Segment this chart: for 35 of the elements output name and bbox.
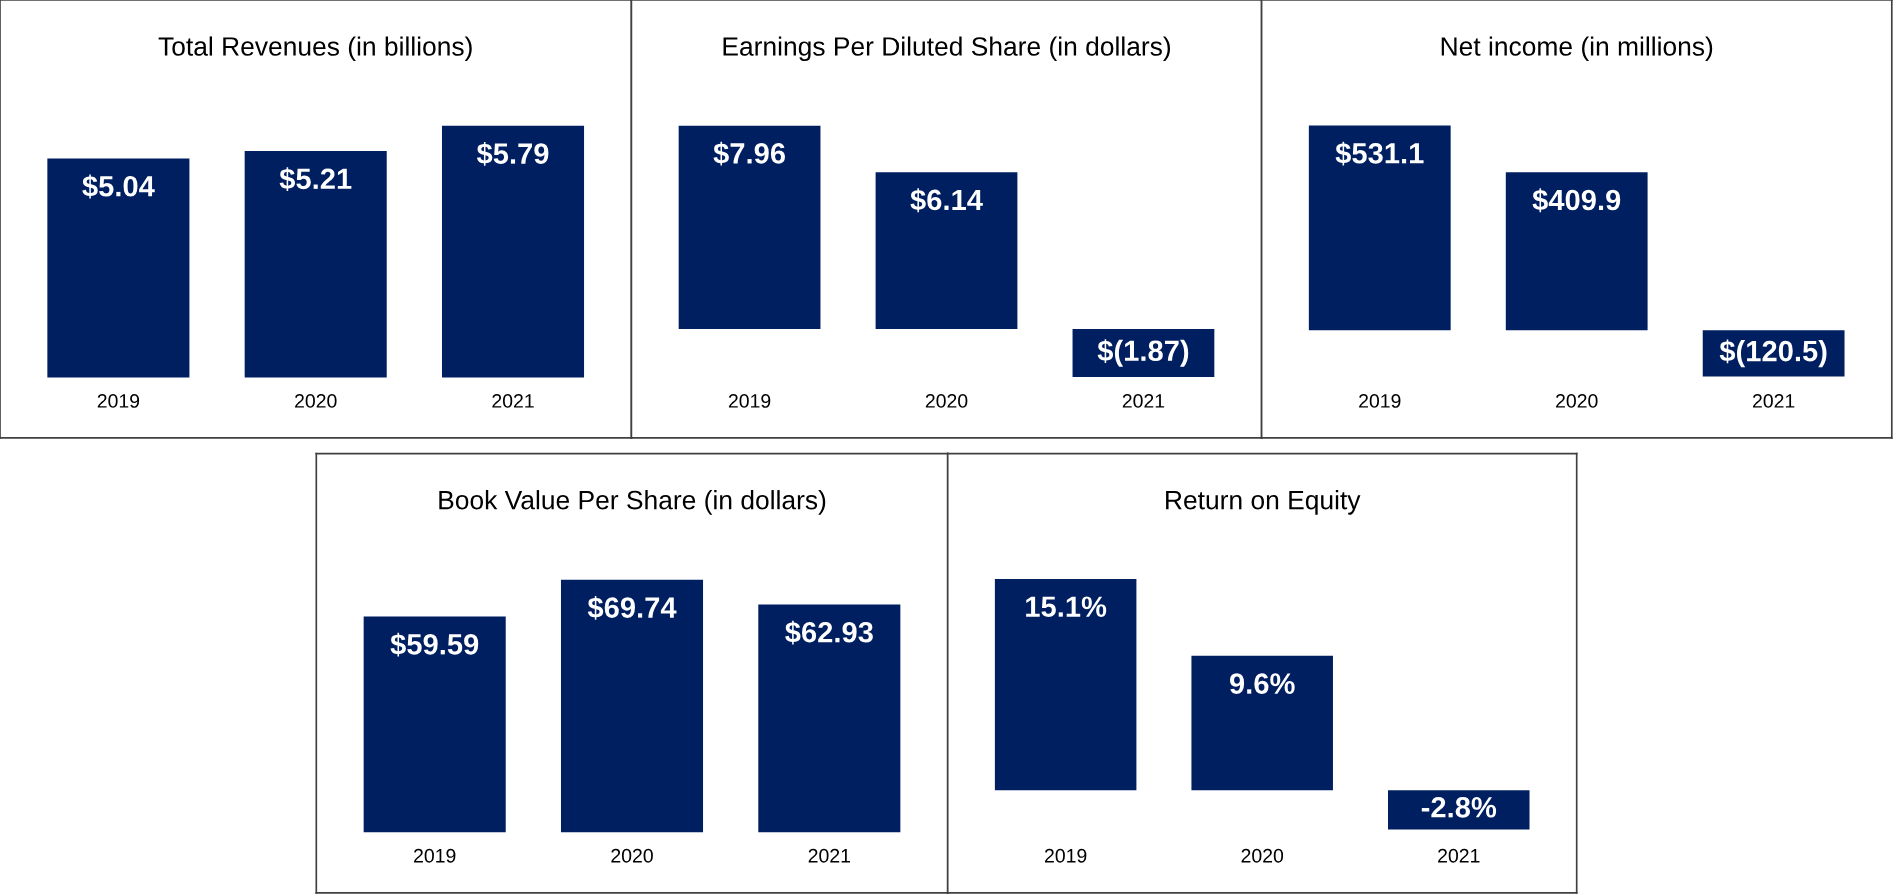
- x-tick-label: 2020: [611, 848, 653, 863]
- data-label: $(1.87): [1097, 339, 1189, 367]
- data-label: 15.1%: [1026, 596, 1107, 617]
- x-tick-label: 2019: [728, 394, 771, 408]
- data-label: $5.04: [82, 174, 155, 199]
- data-label: $69.74: [587, 595, 677, 620]
- chart-title: Book Value Per Share (in dollars): [439, 490, 826, 515]
- chart-title: Net income (in millions): [1441, 36, 1713, 62]
- x-tick-label: 2019: [97, 394, 140, 408]
- x-tick-label: 2020: [925, 394, 968, 408]
- x-tick-label: 2021: [1438, 848, 1480, 863]
- x-tick-label: 2019: [1359, 394, 1401, 408]
- x-tick-label: 2021: [808, 848, 850, 863]
- x-tick-label: 2021: [1752, 394, 1795, 408]
- x-tick-label: 2020: [295, 394, 337, 408]
- x-tick-label: 2021: [492, 394, 534, 408]
- x-tick-label: 2019: [1044, 848, 1087, 863]
- data-label: $5.79: [476, 142, 549, 166]
- data-label: $6.14: [910, 188, 983, 213]
- x-tick-label: 2021: [1122, 394, 1165, 408]
- x-tick-label: 2020: [1241, 848, 1284, 863]
- chart-title: Total Revenues (in billions): [158, 36, 472, 62]
- data-label: $59.59: [390, 632, 479, 657]
- data-label: $531.1: [1335, 141, 1424, 166]
- data-label: $(120.5): [1719, 339, 1827, 368]
- data-label: $5.21: [279, 167, 352, 192]
- data-label: $409.9: [1532, 188, 1621, 213]
- data-label: 9.6%: [1229, 673, 1295, 694]
- chart-title: Earnings Per Diluted Share (in dollars): [723, 36, 1171, 62]
- data-label: $7.96: [713, 141, 786, 166]
- x-tick-label: 2019: [414, 848, 456, 863]
- chart-title: Return on Equity: [1166, 490, 1361, 515]
- data-label: -2.8%: [1421, 796, 1497, 818]
- x-tick-label: 2020: [1556, 394, 1598, 408]
- data-label: $62.93: [785, 620, 873, 645]
